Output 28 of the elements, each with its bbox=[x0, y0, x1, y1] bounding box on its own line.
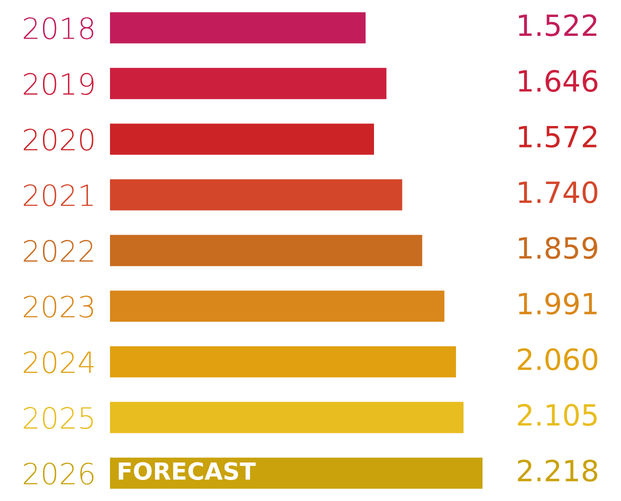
bar bbox=[110, 68, 386, 100]
bar bbox=[110, 290, 444, 322]
bar bbox=[110, 402, 464, 434]
data-label: 1.522 bbox=[518, 14, 596, 36]
bar bbox=[110, 179, 402, 210]
data-label: 2.105 bbox=[518, 404, 597, 426]
data-label: 1.740 bbox=[518, 181, 598, 204]
y-tick-label: 2021 bbox=[24, 184, 93, 206]
bar bbox=[110, 234, 422, 266]
y-tick-label: 2022 bbox=[24, 240, 94, 262]
bar bbox=[110, 12, 366, 44]
y-tick-label: 2019 bbox=[24, 72, 94, 96]
data-label: 1.646 bbox=[518, 70, 598, 92]
bar bbox=[110, 346, 456, 378]
data-label: 2.060 bbox=[518, 348, 598, 370]
annotation: FORECAST bbox=[118, 462, 256, 480]
bar bbox=[110, 458, 483, 489]
y-tick-label: 2025 bbox=[24, 406, 93, 430]
y-tick-label: 2023 bbox=[24, 296, 93, 318]
data-label: 2.218 bbox=[518, 460, 598, 482]
bar bbox=[110, 124, 374, 155]
y-tick-label: 2026 bbox=[24, 462, 94, 485]
data-label: 1.572 bbox=[518, 126, 596, 148]
data-label: 1.991 bbox=[518, 292, 597, 315]
y-tick-label: 2018 bbox=[24, 17, 94, 40]
y-tick-label: 2024 bbox=[24, 351, 94, 374]
data-label: 1.859 bbox=[518, 236, 598, 259]
y-tick-label: 2020 bbox=[24, 128, 94, 151]
